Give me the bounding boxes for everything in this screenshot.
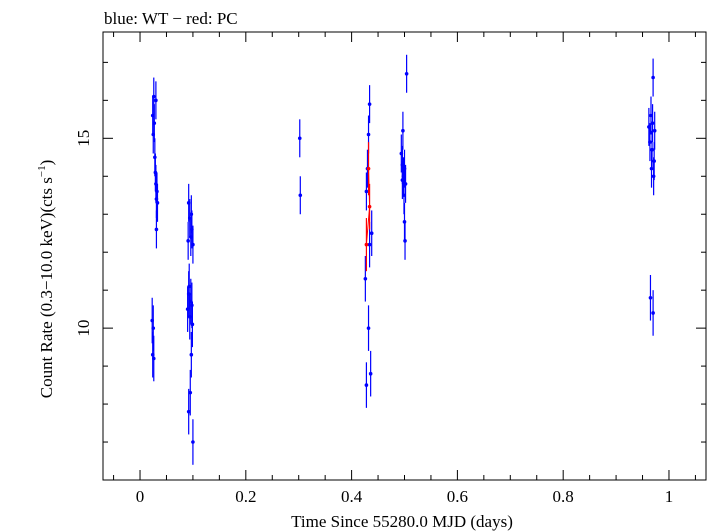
data-point [649, 113, 653, 118]
y-axis-ticks: 10 15 [74, 61, 706, 443]
data-point [154, 227, 159, 232]
data-point [648, 140, 652, 144]
x-tick-label: 1 [665, 487, 674, 506]
data-point [402, 220, 407, 224]
series-pc [364, 142, 372, 272]
data-point [154, 98, 158, 103]
data-point [364, 242, 369, 247]
data-point [369, 231, 374, 236]
data-point [187, 284, 192, 289]
data-point [651, 75, 655, 80]
data-point [189, 352, 194, 357]
data-point [403, 182, 408, 186]
y-tick-label: 10 [74, 320, 93, 337]
data-point [367, 204, 372, 209]
x-tick-label: 0 [136, 487, 145, 506]
data-point [400, 178, 405, 182]
y-axis-label-sup: −1 [36, 165, 48, 177]
y-tick-label: 15 [74, 130, 93, 147]
x-axis-label: Time Since 55280.0 MJD (days) [291, 512, 513, 531]
y-axis-label-end: ) [37, 160, 56, 166]
data-point [401, 128, 405, 133]
data-point [186, 409, 191, 414]
data-point [191, 440, 195, 444]
data-point [366, 326, 371, 330]
y-axis-label: Count Rate (0.3−10.0 keV)(cts s−1) [36, 160, 56, 399]
data-point [155, 201, 160, 205]
data-point [651, 311, 655, 315]
data-point [186, 239, 190, 243]
data-point [151, 326, 156, 330]
data-point [366, 166, 371, 171]
data-point [297, 136, 302, 141]
data-point [188, 390, 193, 395]
data-point [152, 121, 157, 125]
data-point [364, 383, 369, 387]
data-point [298, 193, 303, 198]
data-point [650, 147, 654, 152]
x-tick-label: 0.4 [341, 487, 363, 506]
x-axis-ticks: 0 0.2 0.4 0.6 0.8 1 [113, 32, 696, 506]
data-point [151, 94, 156, 99]
data-point [368, 371, 373, 376]
data-point [367, 102, 372, 106]
y-axis-label-main: Count Rate (0.3−10.0 keV)(cts s [37, 177, 56, 398]
series-wt [150, 54, 657, 465]
data-point [364, 189, 369, 194]
data-point [648, 295, 653, 300]
data-point [189, 212, 194, 217]
data-point [151, 356, 156, 361]
data-point [367, 242, 372, 247]
data-point [402, 193, 406, 198]
data-series [150, 54, 657, 465]
data-point [404, 71, 409, 76]
data-point [366, 132, 371, 137]
data-point [363, 276, 368, 281]
x-tick-label: 0.6 [447, 487, 468, 506]
data-point [191, 242, 195, 247]
x-tick-label: 0.8 [553, 487, 574, 506]
data-point [652, 159, 656, 163]
data-point [652, 128, 657, 133]
data-point [650, 121, 655, 125]
x-tick-label: 0.2 [235, 487, 256, 506]
chart-title: blue: WT − red: PC [104, 9, 238, 28]
data-point [190, 322, 195, 327]
